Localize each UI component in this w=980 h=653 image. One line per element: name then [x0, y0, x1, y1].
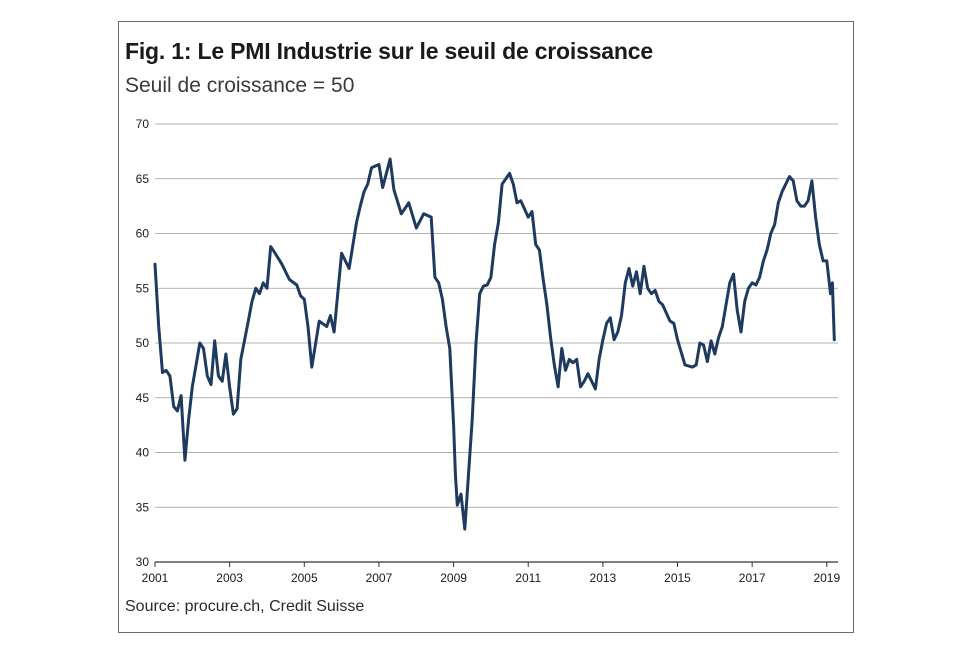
y-tick-label: 55 — [136, 281, 150, 295]
chart-title: Fig. 1: Le PMI Industrie sur le seuil de… — [125, 38, 653, 64]
y-tick-label: 70 — [136, 117, 150, 131]
x-tick-label: 2003 — [216, 571, 243, 585]
y-tick-label: 45 — [136, 391, 150, 405]
x-tick-label: 2001 — [142, 571, 169, 585]
y-tick-label: 50 — [136, 336, 150, 350]
x-tick-label: 2017 — [739, 571, 766, 585]
gridlines — [155, 123, 838, 563]
x-tick-label: 2013 — [590, 571, 617, 585]
x-tick-label: 2015 — [664, 571, 691, 585]
x-axis-ticks: 2001 2003 2005 2007 2009 2011 2013 2015 2017 2019 — [142, 562, 840, 585]
series-group — [153, 157, 836, 531]
chart-subtitle: Seuil de croissance = 50 — [125, 74, 355, 97]
pmi-series-line — [153, 157, 836, 531]
y-tick-label: 60 — [136, 227, 150, 241]
x-tick-label: 2019 — [813, 571, 840, 585]
x-tick-label: 2011 — [515, 571, 541, 585]
y-tick-label: 30 — [136, 555, 150, 569]
source-note: Source: procure.ch, Credit Suisse — [125, 598, 365, 615]
x-tick-label: 2007 — [366, 571, 393, 585]
y-tick-label: 35 — [136, 500, 150, 514]
y-tick-label: 40 — [136, 446, 150, 460]
chart-frame — [118, 21, 854, 633]
x-tick-label: 2009 — [440, 571, 467, 585]
y-axis-ticks: 70 65 60 55 50 45 40 35 30 — [136, 117, 150, 569]
x-tick-label: 2005 — [291, 571, 318, 585]
y-tick-label: 65 — [136, 172, 150, 186]
